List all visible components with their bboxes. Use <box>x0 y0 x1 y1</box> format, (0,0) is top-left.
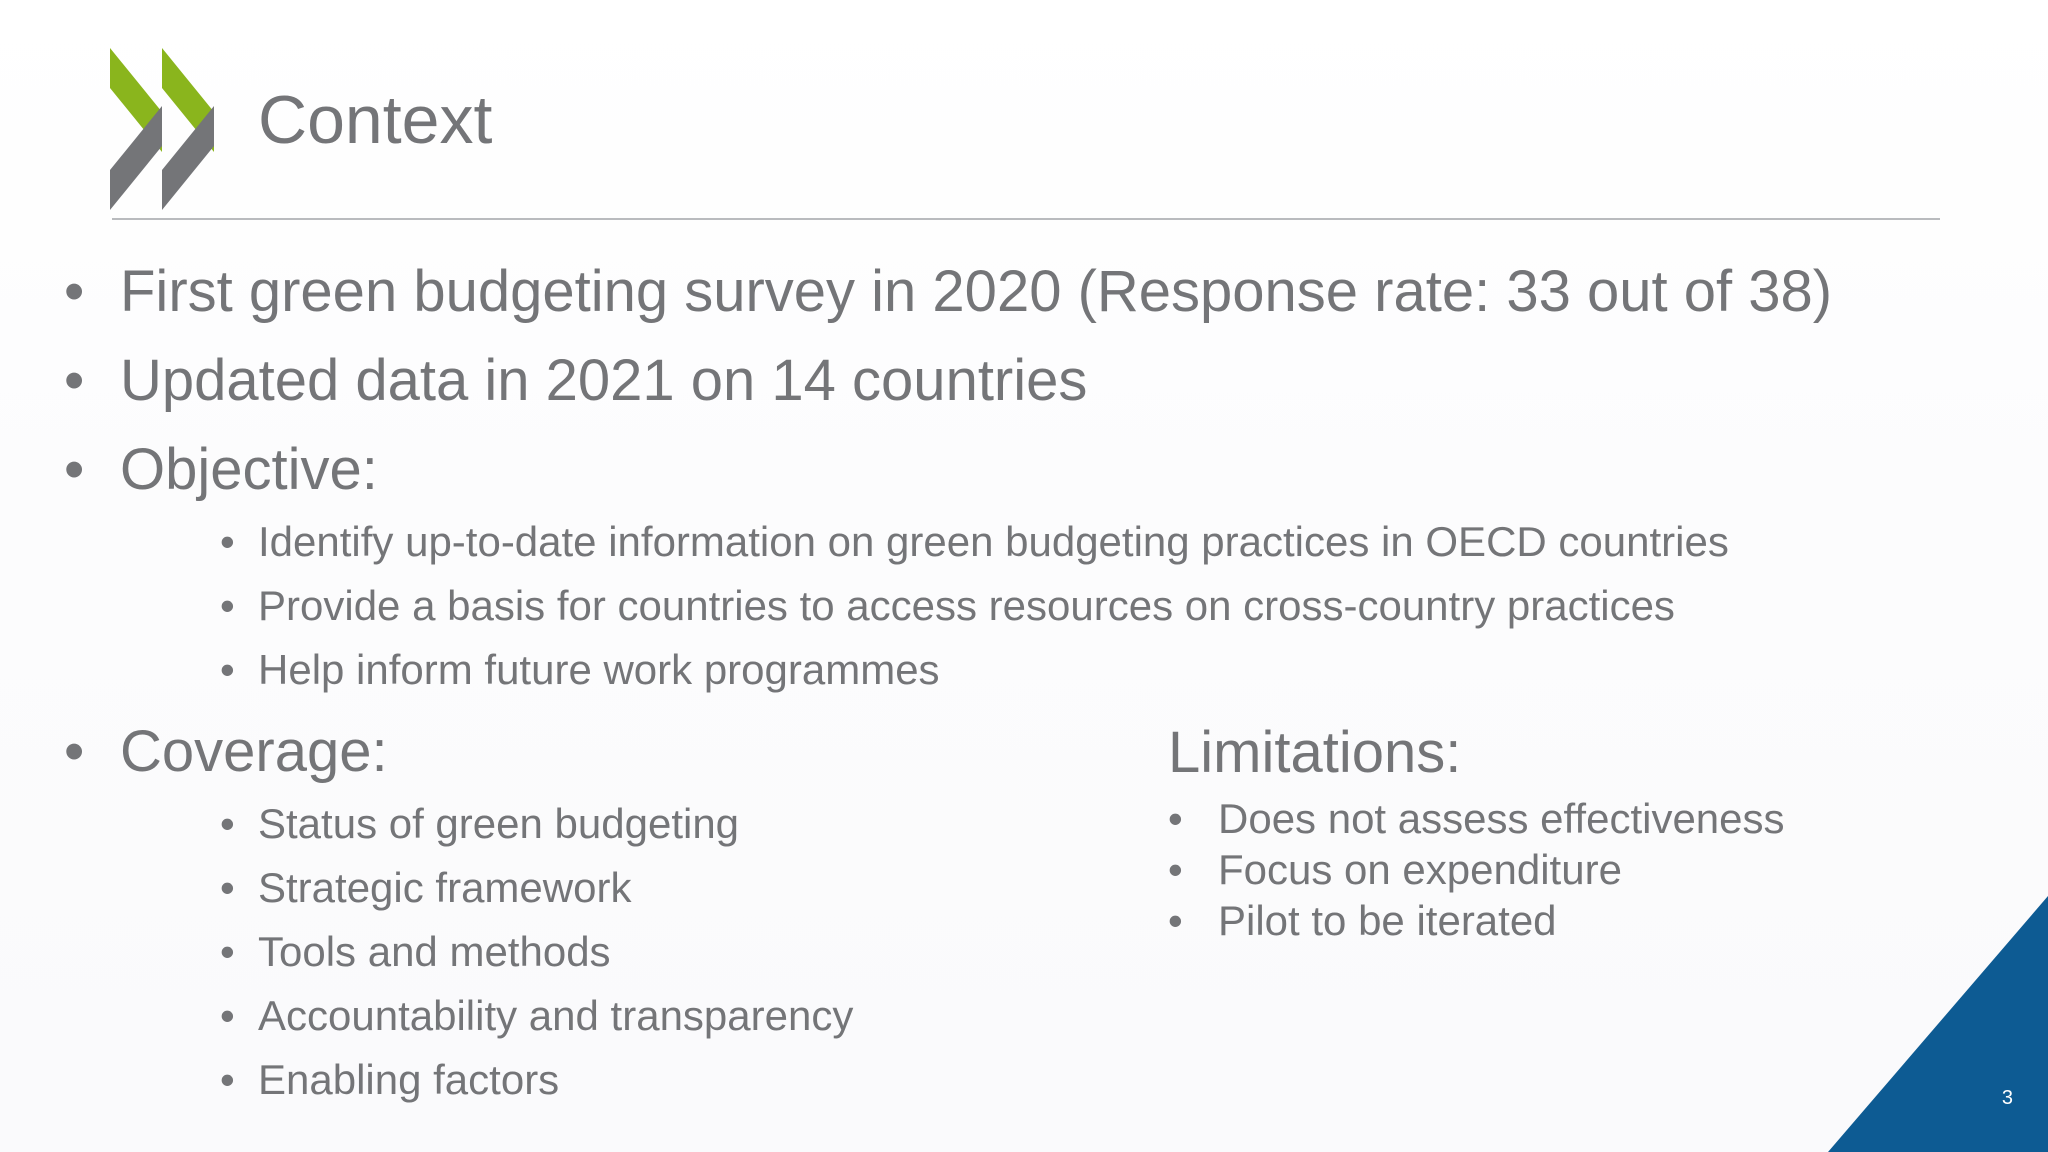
bullet-text: Objective: <box>120 437 378 502</box>
limitation-text: Does not assess effectiveness <box>1218 795 1785 842</box>
objective-text: Help inform future work programmes <box>258 646 940 693</box>
limitation-text: Pilot to be iterated <box>1218 897 1557 944</box>
bullet-dot: • <box>220 928 235 975</box>
bullet-dot: • <box>220 582 235 629</box>
bullet-dot: • <box>220 646 235 693</box>
coverage-item: • Enabling factors <box>0 1056 559 1104</box>
limitation-item: • Does not assess effectiveness <box>1168 795 1785 843</box>
coverage-text: Strategic framework <box>258 864 632 911</box>
corner-triangle <box>1828 896 2048 1152</box>
page-number: 3 <box>2001 1087 2013 1109</box>
coverage-item: • Status of green budgeting <box>0 800 739 848</box>
coverage-item: • Accountability and transparency <box>0 992 853 1040</box>
bullet-text: First green budgeting survey in 2020 (Re… <box>120 259 1833 324</box>
objective-item: • Help inform future work programmes <box>0 646 940 694</box>
bullet-dot: • <box>220 518 235 565</box>
oecd-logo-icon <box>110 48 214 210</box>
bullet-dot: • <box>64 719 85 784</box>
bullet-dot: • <box>220 992 235 1039</box>
bullet-dot: • <box>1168 897 1183 944</box>
objective-item: • Provide a basis for countries to acces… <box>0 582 1675 630</box>
bullet-dot: • <box>220 1056 235 1103</box>
bullet-dot: • <box>220 800 235 847</box>
bullet-dot: • <box>1168 795 1183 842</box>
objective-item: • Identify up-to-date information on gre… <box>0 518 1729 566</box>
coverage-text: Enabling factors <box>258 1056 560 1103</box>
title-divider <box>112 218 1940 220</box>
bullet-item: • Objective: <box>0 436 378 503</box>
bullet-dot: • <box>64 348 85 413</box>
bullet-dot: • <box>220 864 235 911</box>
coverage-label: Coverage: <box>120 719 388 784</box>
bullet-dot: • <box>64 259 85 324</box>
coverage-text: Tools and methods <box>258 928 611 975</box>
limitation-text: Focus on expenditure <box>1218 846 1622 893</box>
bullet-item-coverage: • Coverage: <box>0 718 388 785</box>
slide-title: Context <box>258 82 493 158</box>
coverage-text: Accountability and transparency <box>258 992 854 1039</box>
coverage-text: Status of green budgeting <box>258 800 740 847</box>
limitation-item: • Focus on expenditure <box>1168 846 1622 894</box>
bullet-dot: • <box>64 437 85 502</box>
bullet-item: • Updated data in 2021 on 14 countries <box>0 347 1087 414</box>
bullet-dot: • <box>1168 846 1183 893</box>
objective-text: Identify up-to-date information on green… <box>258 518 1729 565</box>
objective-text: Provide a basis for countries to access … <box>258 582 1675 629</box>
coverage-item: • Tools and methods <box>0 928 611 976</box>
coverage-item: • Strategic framework <box>0 864 631 912</box>
limitations-heading: Limitations: <box>1168 720 1462 785</box>
bullet-text: Updated data in 2021 on 14 countries <box>120 348 1088 413</box>
bullet-item: • First green budgeting survey in 2020 (… <box>0 258 1832 325</box>
limitation-item: • Pilot to be iterated <box>1168 897 1557 945</box>
